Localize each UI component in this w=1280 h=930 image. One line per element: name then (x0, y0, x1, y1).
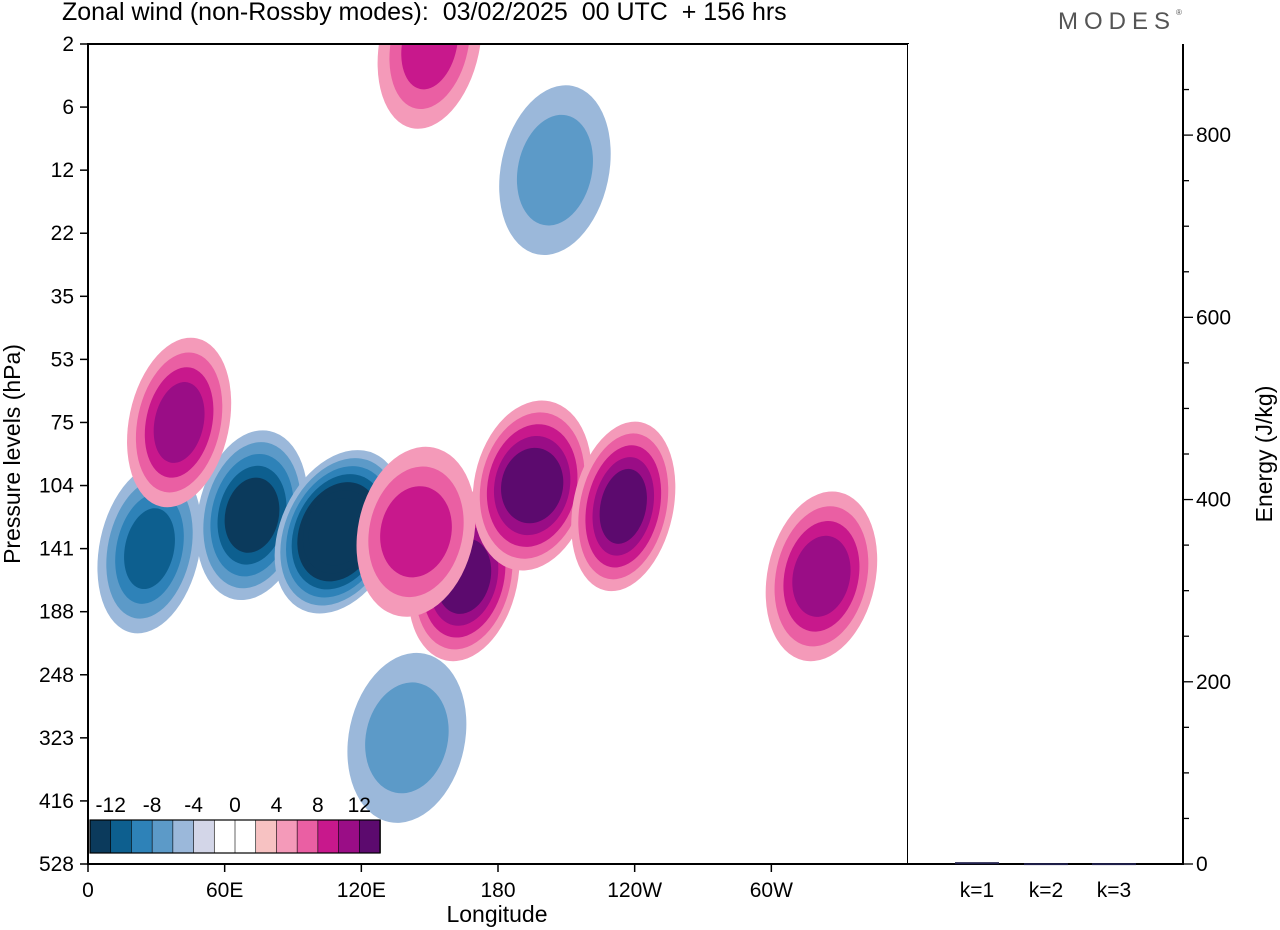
pressure-tick-label: 248 (39, 664, 74, 687)
x-axis-title: Longitude (446, 901, 547, 927)
contour-band (380, 486, 452, 578)
colorbar-swatch (131, 819, 153, 854)
contour-feature (356, 446, 476, 617)
contour-band (401, 44, 459, 90)
colorbar-swatch (172, 819, 195, 854)
colorbar-swatch (338, 819, 361, 854)
colorbar-swatch (276, 819, 298, 854)
pressure-tick-label: 22 (51, 222, 74, 245)
contour-band (501, 447, 564, 524)
colorbar: -12 -8 -4 0 4 8 12 (89, 794, 381, 854)
colorbar-label: 4 (271, 794, 283, 817)
colorbar-swatch (193, 819, 216, 854)
energy-tick-label: 200 (1196, 671, 1231, 694)
colorbar-label: -8 (143, 794, 162, 817)
energy-category-label: k=2 (1029, 879, 1063, 902)
colorbar-swatch (255, 819, 278, 854)
energy-tick-label: 600 (1196, 306, 1231, 329)
energy-tick-label: 400 (1196, 489, 1231, 512)
modes-logo: MODES® (1058, 8, 1182, 35)
longitude-axis: 0 60E 120E 180 120W 60W (82, 864, 793, 902)
contour-feature (97, 463, 202, 634)
contour-band (516, 114, 593, 226)
colorbar-label: 8 (312, 794, 324, 817)
energy-tick-label: 800 (1196, 124, 1231, 147)
contour-band (599, 468, 647, 544)
longitude-tick-label: 60E (206, 879, 243, 902)
pressure-tick-label: 75 (51, 411, 74, 434)
pressure-tick-label: 528 (39, 853, 74, 876)
energy-category-label: k=3 (1097, 879, 1131, 902)
energy-bar-chart: 0 200 400 600 800 k=1 k=2 k=3 (908, 44, 1231, 902)
colorbar-label: 0 (229, 794, 241, 817)
longitude-tick-label: 180 (480, 879, 515, 902)
contour-band (308, 498, 369, 566)
contour-band (792, 535, 851, 617)
energy-axis-title: Energy (J/kg) (1251, 386, 1277, 523)
colorbar-swatch (213, 819, 236, 854)
contour-band (224, 477, 280, 553)
contour-feature (127, 337, 232, 508)
contour-feature (571, 421, 676, 592)
energy-bar (955, 862, 999, 865)
pressure-tick-label: 416 (39, 790, 74, 813)
contour-feature (472, 400, 592, 571)
longitude-tick-label: 120E (337, 879, 386, 902)
pressure-tick-label: 35 (51, 285, 74, 308)
pressure-tick-label: 323 (39, 727, 74, 750)
longitude-tick-label: 0 (82, 879, 94, 902)
colorbar-swatch (296, 819, 319, 854)
colorbar-swatch (151, 819, 174, 854)
energy-bar (1024, 863, 1068, 866)
contour-feature (347, 652, 467, 823)
energy-tick-label: 0 (1196, 853, 1208, 876)
energy-category-label: k=1 (960, 879, 994, 902)
contour-band (124, 508, 175, 590)
pressure-tick-label: 2 (62, 33, 74, 56)
chart-title: Zonal wind (non-Rossby modes): 03/02/202… (62, 0, 787, 26)
longitude-tick-label: 120W (607, 879, 662, 902)
contour-fields (97, 44, 878, 823)
colorbar-label: -12 (96, 794, 126, 817)
pressure-tick-label: 141 (39, 538, 74, 561)
colorbar-label: 12 (348, 794, 371, 817)
pressure-tick-label: 12 (51, 159, 74, 182)
colorbar-swatch (317, 819, 340, 854)
y-axis-title: Pressure levels (hPa) (0, 344, 25, 564)
longitude-tick-label: 60W (750, 879, 793, 902)
energy-bar (1092, 863, 1136, 866)
pressure-tick-label: 188 (39, 601, 74, 624)
colorbar-swatch (358, 819, 381, 854)
pressure-axis: 2 6 12 22 35 53 75 104 141 188 248 323 416 528 (39, 33, 88, 876)
contour-feature (499, 85, 611, 256)
contour-band (365, 682, 449, 794)
heatmap-plot (87, 43, 909, 865)
contour-band (153, 382, 205, 463)
pressure-tick-label: 6 (62, 96, 74, 119)
colorbar-swatch (89, 819, 112, 854)
contour-feature (765, 491, 878, 662)
pressure-tick-label: 104 (39, 475, 74, 498)
pressure-tick-label: 53 (51, 348, 74, 371)
colorbar-swatch (110, 819, 133, 854)
colorbar-swatch (234, 819, 257, 854)
colorbar-label: -4 (184, 794, 203, 817)
